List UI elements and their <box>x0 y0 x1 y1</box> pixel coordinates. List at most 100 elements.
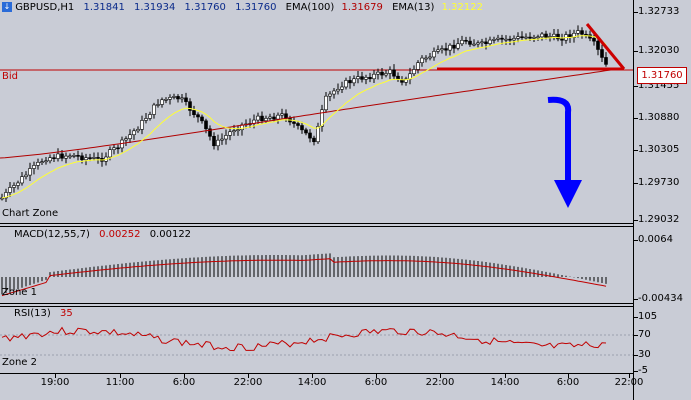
annotation-down-arrow <box>547 96 582 208</box>
candle-body <box>348 80 352 84</box>
rsi-tick: 70 <box>638 329 651 340</box>
candle-body <box>484 41 488 44</box>
candle-body <box>472 43 476 46</box>
candle-body <box>32 165 36 169</box>
candle-body <box>552 33 556 37</box>
time-axis[interactable]: 19:00 11:00 6:00 22:00 14:00 6:00 22:00 … <box>0 374 643 400</box>
candle-body <box>280 113 284 116</box>
candle-body <box>380 71 384 76</box>
candle-body <box>300 125 304 131</box>
candle-body <box>476 42 480 45</box>
candle-body <box>272 116 276 120</box>
candle-body <box>0 197 4 200</box>
time-label: 22:00 <box>425 377 455 388</box>
ema100-value: 1.31679 <box>341 2 383 13</box>
bid-label: Bid <box>2 71 18 82</box>
candle-body <box>312 137 316 143</box>
candle-body <box>160 99 164 105</box>
candle-body <box>188 101 192 111</box>
ema100-label: EMA(100) <box>285 2 335 13</box>
symbol-icon[interactable]: ↓ <box>2 2 12 12</box>
candle-body <box>420 57 424 64</box>
time-label: 6:00 <box>556 377 580 388</box>
candle-body <box>144 118 148 121</box>
ema13-line <box>1 35 607 199</box>
bid-price-label: 1.31760 <box>637 67 687 84</box>
candle-body <box>56 153 60 159</box>
candle-body <box>592 37 596 42</box>
candle-body <box>224 135 228 140</box>
candle-body <box>560 38 564 41</box>
rsi-pane[interactable]: RSI(13) 35 Zone 2 <box>0 306 633 374</box>
candle-body <box>156 104 160 106</box>
candlesticks <box>0 25 608 202</box>
candle-body <box>324 95 328 111</box>
candle-body <box>328 93 332 97</box>
candle-body <box>220 138 224 141</box>
candle-body <box>372 73 376 80</box>
ema100-line <box>0 68 621 159</box>
candle-body <box>468 40 472 45</box>
price-chart-pane[interactable]: ↓ GBPUSD,H1 1.31841 1.31934 1.31760 1.31… <box>0 0 633 224</box>
candle-body <box>216 139 220 147</box>
candle-body <box>72 155 76 157</box>
time-label: 22:00 <box>614 377 644 388</box>
candle-body <box>572 32 576 38</box>
candle-body <box>304 129 308 134</box>
candle-body <box>332 90 336 95</box>
rsi-tick: 105 <box>638 311 658 322</box>
candle-body <box>600 49 604 58</box>
candle-body <box>48 157 52 162</box>
candle-body <box>112 147 116 150</box>
macd-pane[interactable]: MACD(12,55,7) 0.00252 0.00122 Zone 1 <box>0 226 633 304</box>
macd-value-2: 0.00122 <box>149 229 192 240</box>
price-tick: 1.30305 <box>638 144 680 155</box>
candle-body <box>528 36 532 39</box>
zone1-label: Zone 1 <box>2 287 37 298</box>
candle-body <box>68 155 72 158</box>
candle-body <box>176 96 180 100</box>
price-scale[interactable]: 1.32733 1.32030 1.31455 1.30880 1.30305 … <box>633 0 691 400</box>
price-tick: 1.30880 <box>638 112 680 123</box>
candle-body <box>364 77 368 80</box>
candle-body <box>200 116 204 122</box>
candle-body <box>180 97 184 100</box>
candle-body <box>212 136 216 147</box>
candle-body <box>480 41 484 44</box>
candle-body <box>268 116 272 119</box>
candle-body <box>296 123 300 126</box>
candle-body <box>192 110 196 116</box>
candle-body <box>168 97 172 100</box>
candle-body <box>76 155 80 157</box>
candle-body <box>576 30 580 34</box>
candle-body <box>356 76 360 80</box>
candle-body <box>92 157 96 159</box>
candle-body <box>172 96 176 98</box>
rsi-tick: 30 <box>638 349 651 360</box>
candle-body <box>204 120 208 130</box>
candle-body <box>384 73 388 76</box>
ema13-label: EMA(13) <box>392 2 435 13</box>
candle-body <box>556 33 560 40</box>
rsi-header: RSI(13) 35 <box>14 308 73 319</box>
candle-body <box>136 129 140 132</box>
price-tick: 1.32733 <box>638 6 680 17</box>
candle-body <box>208 128 212 137</box>
candle-body <box>40 161 44 163</box>
candle-body <box>336 89 340 92</box>
candle-body <box>456 43 460 49</box>
candle-body <box>532 36 536 39</box>
candle-body <box>580 30 584 35</box>
price-tick: 1.29032 <box>638 214 680 225</box>
candle-body <box>424 57 428 60</box>
candle-body <box>140 120 144 130</box>
candle-body <box>436 49 440 52</box>
time-label: 6:00 <box>364 377 388 388</box>
candle-body <box>236 129 240 132</box>
price-tick: 1.31455 <box>638 80 680 91</box>
time-label: 14:00 <box>297 377 327 388</box>
close-value: 1.31760 <box>235 2 277 13</box>
candle-body <box>544 33 548 38</box>
candle-body <box>512 38 516 41</box>
candle-body <box>504 38 508 41</box>
